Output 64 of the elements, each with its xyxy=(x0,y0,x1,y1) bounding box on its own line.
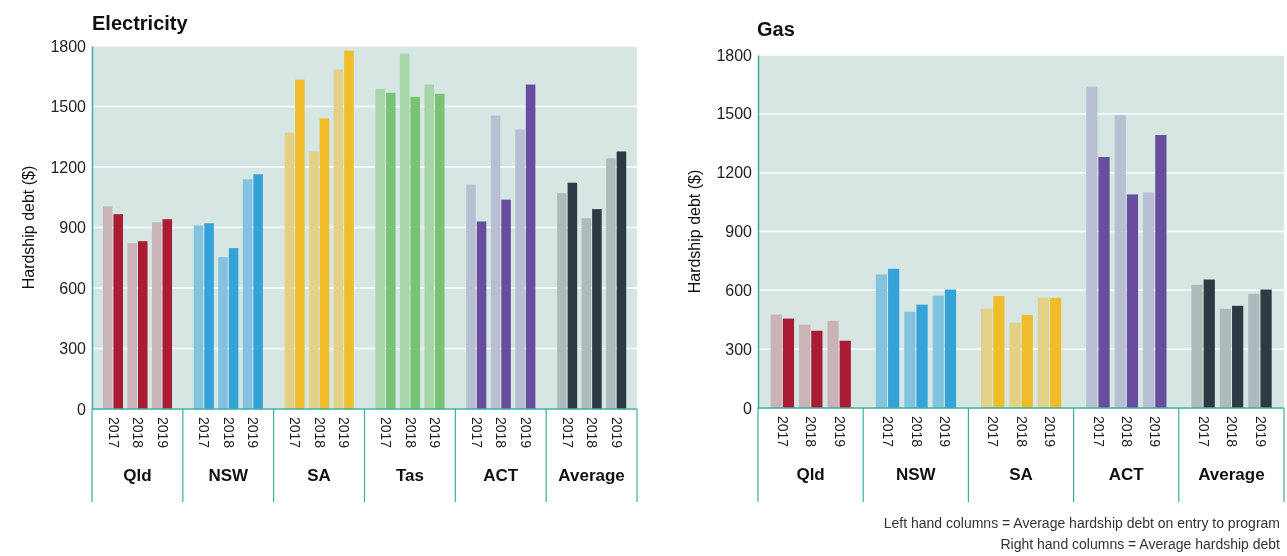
x-tick-label: 2017 xyxy=(1090,416,1107,448)
chart-title: Electricity xyxy=(92,12,189,34)
x-tick-label: 2018 xyxy=(402,417,419,449)
y-tick-label: 900 xyxy=(59,219,87,237)
y-tick-label: 1800 xyxy=(716,46,753,64)
y-tick-label: 600 xyxy=(59,279,87,297)
x-tick-label: 2018 xyxy=(908,416,925,448)
text: Right hand columns = Average hardship debt xyxy=(1000,536,1281,552)
x-tick-label: 2017 xyxy=(774,416,791,448)
x-tick-label: 2018 xyxy=(493,417,510,449)
y-tick-label: 900 xyxy=(725,223,753,241)
y-tick-label: 0 xyxy=(743,399,753,417)
x-tick-label: 2019 xyxy=(1042,416,1059,448)
text: SA xyxy=(1009,465,1033,484)
y-tick-label: 1500 xyxy=(50,98,87,116)
x-tick-label: 2019 xyxy=(154,417,171,449)
y-tick-label: 1800 xyxy=(50,37,87,55)
x-tick-label: 2018 xyxy=(803,416,820,448)
y-tick-label: 300 xyxy=(725,340,753,358)
x-tick-label: 2019 xyxy=(427,417,444,449)
x-tick-label: 2017 xyxy=(196,417,213,449)
text: ACT xyxy=(1108,465,1145,484)
y-tick-label: 1200 xyxy=(716,164,753,182)
x-tick-label: 2017 xyxy=(105,417,122,449)
y-axis-title: Hardship debt ($) xyxy=(686,169,703,294)
y-tick-label: 0 xyxy=(77,400,87,418)
x-tick-label: 2019 xyxy=(336,417,353,449)
x-tick-label: 2018 xyxy=(220,417,237,449)
text: Qld xyxy=(796,465,825,484)
text: Left hand columns = Average hardship debt on entry to program xyxy=(883,515,1280,531)
text: Average xyxy=(558,466,625,485)
chart-title: Gas xyxy=(757,18,795,40)
y-tick-label: 1200 xyxy=(50,158,87,176)
text: ACT xyxy=(483,466,519,485)
x-tick-label: 2017 xyxy=(985,416,1002,448)
x-tick-label: 2018 xyxy=(1013,416,1030,448)
text: Tas xyxy=(395,466,424,485)
x-tick-label: 2019 xyxy=(831,416,848,448)
x-tick-label: 2017 xyxy=(468,417,485,449)
x-tick-label: 2019 xyxy=(1252,416,1269,448)
x-tick-label: 2019 xyxy=(1147,416,1164,448)
y-tick-label: 300 xyxy=(59,340,87,358)
x-tick-label: 2018 xyxy=(1224,416,1241,448)
x-tick-label: 2018 xyxy=(130,417,147,449)
text: Average xyxy=(1198,465,1265,484)
text: SA xyxy=(307,466,331,485)
x-tick-label: 2017 xyxy=(378,417,395,449)
x-tick-label: 2018 xyxy=(311,417,328,449)
x-tick-label: 2017 xyxy=(1195,416,1212,448)
x-tick-label: 2018 xyxy=(584,417,601,449)
x-tick-label: 2018 xyxy=(1118,416,1135,448)
text: Qld xyxy=(123,466,152,485)
y-tick-label: 600 xyxy=(725,281,753,299)
y-axis-title: Hardship debt ($) xyxy=(20,165,37,290)
text: NSW xyxy=(208,466,250,485)
x-tick-label: 2017 xyxy=(880,416,897,448)
text: NSW xyxy=(895,465,937,484)
x-tick-label: 2017 xyxy=(287,417,304,449)
x-tick-label: 2017 xyxy=(559,417,576,449)
x-tick-label: 2019 xyxy=(517,417,534,449)
y-tick-label: 1500 xyxy=(716,105,753,123)
x-tick-label: 2019 xyxy=(608,417,625,449)
x-tick-label: 2019 xyxy=(245,417,262,449)
x-tick-label: 2019 xyxy=(936,416,953,448)
